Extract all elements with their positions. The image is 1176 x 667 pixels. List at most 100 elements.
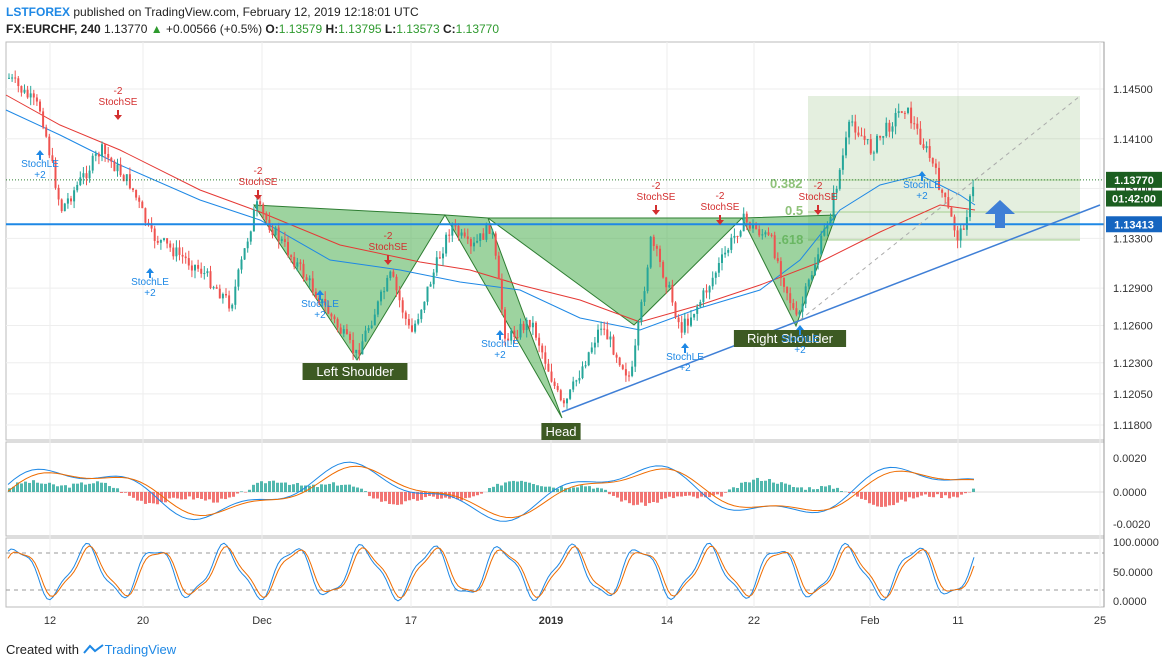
candle-body: [677, 317, 680, 323]
macd-bar: [888, 492, 891, 506]
candle-body: [17, 78, 20, 87]
candle-body: [451, 225, 454, 236]
candle-body: [128, 174, 131, 189]
candle-body: [293, 256, 296, 267]
candle-body: [23, 89, 26, 93]
candle-body: [42, 111, 45, 128]
macd-bar: [780, 482, 783, 492]
price-label-text: 1.13413: [1114, 219, 1154, 231]
macd-bar: [152, 492, 155, 504]
macd-bar: [324, 484, 327, 492]
candle-body: [203, 273, 206, 275]
macd-bar: [556, 488, 559, 492]
time-tick-label: Feb: [861, 615, 880, 627]
candle-body: [742, 213, 745, 232]
candle-body: [442, 253, 444, 259]
candle-body: [76, 185, 79, 191]
macd-bar: [124, 492, 127, 493]
macd-bar: [348, 484, 351, 492]
macd-bar: [336, 485, 339, 492]
price-label-box: [1106, 216, 1162, 233]
macd-bar: [596, 487, 599, 492]
candle-body: [783, 278, 785, 287]
macd-bar: [280, 482, 283, 492]
candle-body: [333, 316, 336, 320]
candle-body: [628, 375, 630, 377]
macd-bar: [620, 492, 623, 502]
candle-body: [420, 309, 423, 320]
macd-bar: [580, 485, 583, 492]
macd-bar: [532, 484, 535, 492]
macd-bar: [852, 492, 855, 494]
candle-body: [197, 264, 200, 269]
macd-bar: [544, 486, 547, 492]
candle-body: [581, 366, 584, 379]
candle-body: [342, 329, 345, 334]
signal-label: StochLE: [666, 352, 704, 363]
macd-bar: [304, 485, 307, 492]
macd-bar: [180, 492, 183, 500]
long-signal-arrow-icon: [796, 325, 804, 335]
signal-label: StochLE: [781, 334, 819, 345]
candle-body: [566, 398, 568, 404]
candle-body: [507, 338, 510, 341]
signal-count: -2: [716, 191, 725, 202]
signal-count: +2: [144, 288, 156, 299]
candle-body: [538, 337, 541, 346]
long-signal-arrow-icon: [36, 150, 44, 160]
candle-body: [380, 291, 382, 302]
candle-body: [432, 272, 435, 285]
candle-body: [519, 323, 522, 338]
candle-body: [962, 228, 965, 230]
candle-body: [101, 144, 103, 157]
candle-body: [528, 319, 531, 328]
macd-bar: [172, 492, 175, 498]
candle-body: [395, 276, 398, 291]
candle-body: [178, 247, 181, 255]
candle-body: [370, 325, 373, 329]
macd-bar: [916, 492, 919, 498]
candle-body: [640, 301, 643, 322]
macd-bar: [464, 492, 467, 499]
macd-bar: [48, 482, 51, 492]
pattern-label: Head: [545, 424, 576, 439]
candle-body: [156, 240, 159, 243]
macd-bar: [132, 492, 135, 498]
tradingview-link[interactable]: TradingView: [104, 642, 177, 657]
candle-body: [392, 271, 395, 277]
candle-body: [714, 272, 717, 278]
pattern-label: Left Shoulder: [316, 364, 394, 379]
candle-body: [417, 319, 420, 324]
macd-bar: [864, 492, 867, 500]
candle-body: [705, 290, 708, 293]
time-tick-label: 17: [405, 615, 417, 627]
candle-body: [699, 302, 702, 307]
macd-bar: [952, 492, 955, 497]
candle-body: [445, 234, 448, 254]
macd-bar: [312, 484, 315, 492]
candle-body: [860, 135, 863, 137]
macd-pane: [6, 461, 1104, 522]
candle-body: [66, 198, 69, 204]
signal-label: StochSE: [369, 242, 408, 253]
macd-bar: [488, 488, 491, 492]
macd-bar: [600, 488, 603, 492]
macd-bar: [836, 487, 839, 492]
candle-body: [541, 345, 544, 353]
time-tick-label: 12: [44, 615, 56, 627]
trendline[interactable]: [561, 204, 1101, 413]
candle-body: [190, 265, 193, 271]
price-tick-label: 1.12050: [1113, 389, 1153, 401]
macd-bar: [368, 492, 371, 497]
macd-bar: [824, 486, 827, 492]
candle-body: [327, 305, 330, 314]
candle-body: [727, 249, 730, 253]
candle-body: [404, 312, 407, 319]
candle-body: [473, 242, 475, 247]
macd-bar: [588, 486, 591, 492]
macd-bar: [24, 481, 27, 492]
close-value: 1.13770: [455, 22, 500, 36]
candle-body: [91, 155, 94, 171]
candle-body: [814, 264, 816, 276]
